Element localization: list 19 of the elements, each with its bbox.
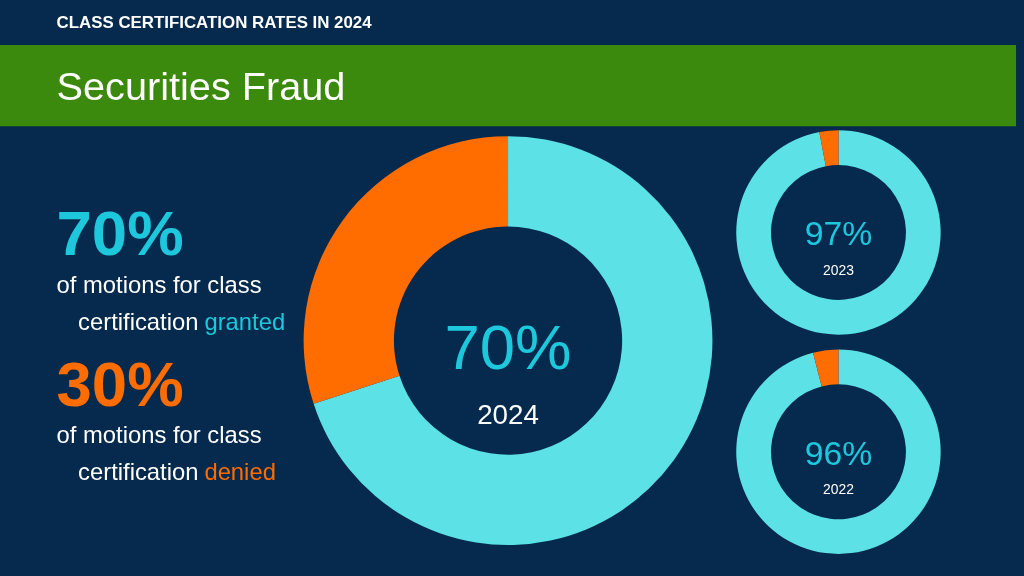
text: 96% bbox=[804, 433, 873, 472]
text: 97% bbox=[804, 214, 873, 253]
donut-slice bbox=[313, 136, 713, 545]
text: 2023 bbox=[823, 262, 855, 279]
donut-slice bbox=[736, 130, 941, 335]
text: of motions for class bbox=[56, 420, 262, 448]
chart-subtitle: CLASS CERTIFICATION RATES IN 2024 bbox=[56, 13, 373, 33]
text: certification denied bbox=[78, 457, 276, 485]
text: 2024 bbox=[477, 398, 539, 430]
text: of motions for class bbox=[56, 270, 262, 298]
chart-title: Securities Fraud bbox=[56, 64, 346, 109]
text: 30% bbox=[56, 349, 184, 420]
donut-slice bbox=[736, 349, 941, 554]
text: certification granted bbox=[78, 307, 286, 335]
donut-slice bbox=[819, 130, 839, 167]
donut-slice bbox=[813, 349, 839, 387]
text: 2022 bbox=[823, 481, 855, 498]
text: 70% bbox=[56, 198, 184, 269]
text: 70% bbox=[444, 312, 572, 383]
